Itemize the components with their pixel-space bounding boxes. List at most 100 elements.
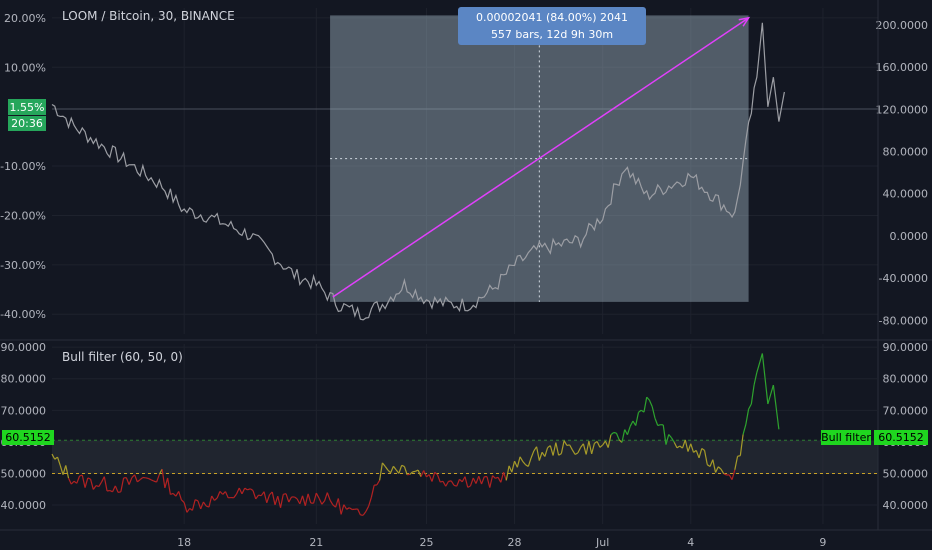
bull-filter-segment — [150, 479, 155, 482]
x-tick-label: 4 — [687, 536, 694, 549]
bull-filter-segment — [464, 476, 469, 488]
bull-filter-segment — [448, 480, 452, 482]
bull-filter-segment — [417, 469, 422, 477]
bull-filter-segment — [687, 443, 692, 452]
bull-filter-segment — [566, 444, 570, 446]
bull-filter-segment — [161, 469, 166, 489]
bull-filter-segment — [186, 508, 191, 513]
bull-filter-segment — [191, 499, 196, 511]
left-tick-label: -30.00% — [0, 259, 46, 272]
bull-filter-segment — [384, 466, 389, 471]
bull-filter-segment — [690, 443, 695, 453]
x-tick-label: 25 — [419, 536, 433, 549]
bull-filter-segment — [156, 474, 160, 483]
indicator-right-tick-label: 70.0000 — [883, 404, 929, 417]
bull-filter-segment — [720, 468, 725, 475]
right-tick-label: 200.0000 — [876, 19, 929, 32]
price-series — [51, 22, 785, 321]
bull-filter-segment — [208, 495, 213, 508]
measure-arrow-head — [738, 16, 751, 27]
bull-filter-segment — [728, 474, 733, 480]
bull-filter-segment — [480, 476, 485, 485]
indicator-series-tag: Bull filter — [821, 430, 871, 445]
bull-filter-segment — [318, 497, 323, 505]
right-tick-label: -40.0000 — [879, 272, 928, 285]
bull-filter-segment — [219, 490, 224, 495]
bull-filter-segment — [145, 477, 149, 480]
bull-filter-segment — [519, 456, 524, 462]
bull-filter-segment — [599, 444, 604, 448]
indicator-value-right: 60.5152 — [878, 431, 924, 444]
bull-filter-segment — [602, 440, 606, 446]
bull-filter-segment — [288, 496, 293, 503]
bull-filter-segment — [244, 487, 248, 491]
bull-filter-segment — [569, 444, 573, 451]
bull-filter-segment — [478, 475, 483, 485]
bull-filter-segment — [549, 445, 554, 456]
bull-filter-segment — [235, 487, 240, 495]
bull-filter-segment — [381, 462, 386, 467]
bull-filter-segment — [541, 451, 546, 457]
right-tick-label: 0.0000 — [890, 230, 929, 243]
indicator-left-tick-label: 80.0000 — [1, 373, 47, 386]
bull-filter-segment — [87, 477, 91, 480]
bull-filter-segment — [767, 384, 774, 405]
bull-filter-segment — [70, 480, 75, 485]
bull-filter-segment — [750, 384, 755, 405]
bull-filter-segment — [423, 470, 428, 478]
indicator-left-tick-label: 70.0000 — [1, 404, 47, 417]
bull-filter-segment — [337, 498, 342, 515]
bull-filter-segment — [260, 491, 265, 497]
bull-filter-segment — [514, 460, 518, 468]
bull-filter-segment — [629, 420, 634, 427]
bull-filter-segment — [654, 418, 659, 426]
neutral-band — [52, 440, 878, 474]
right-axis[interactable]: 200.0000 160.0000 120.0000 80.0000 40.0000 0.… — [876, 0, 929, 530]
bull-filter-segment — [274, 495, 279, 506]
bull-filter-segment — [530, 450, 535, 459]
bull-filter-segment — [128, 477, 133, 485]
bull-filter-segment — [709, 459, 714, 467]
bull-filter-segment — [734, 456, 739, 470]
bull-filter-segment — [224, 491, 229, 499]
left-tick-label: -40.00% — [0, 308, 46, 321]
left-axis[interactable]: 20.00% 10.00% -10.00% -20.00% -30.00% -40.00% — [0, 12, 46, 321]
main-pane[interactable]: LOOM / Bitcoin, 30, BINANCE 20.00% 10.00%… — [0, 0, 928, 530]
bull-filter-segment — [436, 474, 441, 483]
bull-filter-segment — [178, 491, 182, 501]
bull-filter-segment — [560, 440, 565, 454]
indicator-left-tick-label: 90.0000 — [1, 341, 47, 354]
right-tick-label: -80.0000 — [879, 314, 928, 327]
bull-filter-segment — [343, 504, 348, 510]
bull-filter-segment — [357, 508, 361, 516]
bull-filter-segment — [701, 447, 705, 451]
bull-filter-segment — [610, 432, 615, 436]
right-tick-label: 40.0000 — [883, 188, 929, 201]
bull-filter-segment — [175, 491, 180, 497]
bull-filter-segment — [167, 477, 171, 495]
bull-filter-segment — [139, 477, 144, 481]
current-value-label: 1.55% — [10, 101, 45, 114]
bull-filter-segment — [739, 434, 744, 456]
bull-filter-segment — [285, 493, 290, 503]
left-tick-label: 20.00% — [4, 12, 46, 25]
bull-filter-segment — [475, 475, 480, 484]
bull-filter-segment — [505, 465, 510, 481]
indicator-right-tick-label: 90.0000 — [883, 341, 929, 354]
bull-filter-segment — [293, 496, 298, 500]
bull-filter-segment — [456, 479, 461, 487]
bull-filter-segment — [164, 477, 169, 489]
bull-filter-segment — [153, 480, 157, 483]
bull-filter-segment — [214, 497, 218, 501]
bull-filter-segment — [577, 447, 582, 454]
bull-filter-segment — [442, 481, 447, 487]
bull-filter-segment — [216, 491, 221, 499]
bull-filter-segment — [698, 448, 703, 459]
bull-filter-segment — [307, 493, 312, 504]
indicator-pane[interactable]: Bull filter (60, 50, 0) 90.0000 80.0000 70… — [1, 341, 929, 524]
bull-filter-segment — [131, 474, 136, 479]
indicator-value-tag-left: 60.5152 — [2, 430, 54, 445]
bull-filter-segment — [489, 475, 494, 488]
time-axis[interactable]: 18 21 25 28 Jul 4 9 — [177, 536, 826, 549]
